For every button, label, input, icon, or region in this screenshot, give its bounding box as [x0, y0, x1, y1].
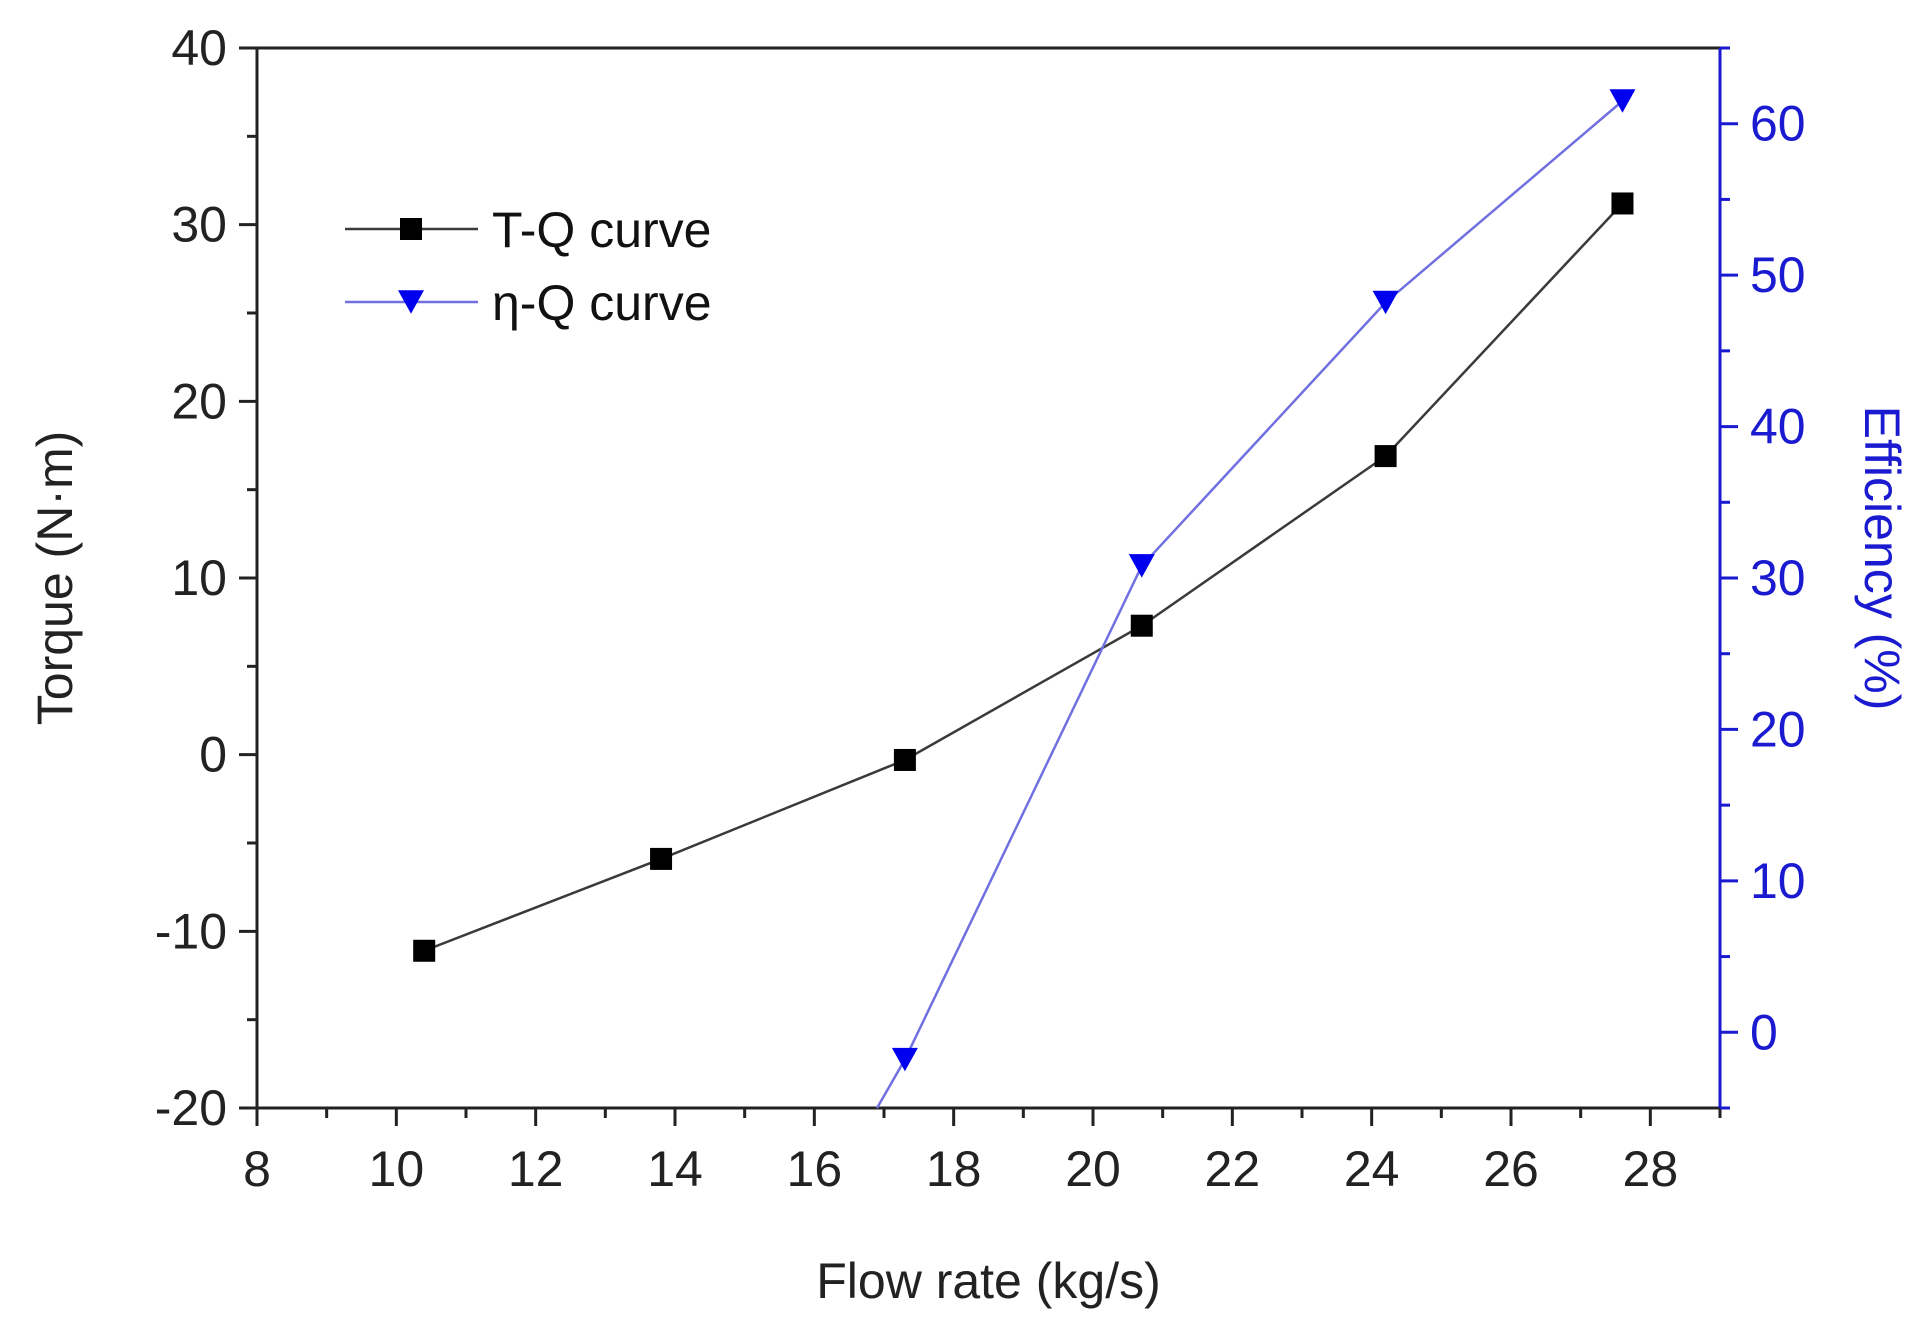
- y-tick-label: -10: [155, 903, 227, 959]
- x-tick-label: 10: [369, 1141, 425, 1197]
- series-marker-square: [1611, 192, 1634, 215]
- series-line-0: [423, 202, 1624, 952]
- y-axis-title: Torque (N·m): [27, 431, 83, 725]
- legend: T-Q curve η-Q curve: [345, 202, 712, 331]
- series-marker-square: [893, 748, 916, 771]
- series-marker-square: [650, 847, 673, 870]
- series-marker-square: [400, 218, 422, 240]
- y-tick-label: 20: [171, 373, 227, 429]
- legend-label: η-Q curve: [492, 275, 712, 331]
- series-group: [413, 89, 1636, 1109]
- series-marker-square: [413, 939, 436, 962]
- y-tick-label: 40: [171, 20, 227, 76]
- x-tick-label: 14: [647, 1141, 703, 1197]
- x-axis-title: Flow rate (kg/s): [816, 1253, 1161, 1309]
- x-tick-label: 24: [1344, 1141, 1400, 1197]
- series-marker-triangle: [1609, 89, 1636, 113]
- series-line-1: [875, 100, 1624, 1109]
- series-marker-square: [1130, 614, 1153, 637]
- y2-tick-label: 0: [1750, 1004, 1778, 1060]
- y2-axis-title: Efficiency (%): [1854, 406, 1910, 711]
- y-tick-label: 0: [199, 727, 227, 783]
- series-marker-triangle: [1128, 554, 1155, 578]
- y2-tick-label: 30: [1750, 550, 1806, 606]
- x-tick-label: 26: [1483, 1141, 1539, 1197]
- y2-tick-label: 40: [1750, 399, 1806, 455]
- x-tick-label: 12: [508, 1141, 564, 1197]
- series-marker-square: [1374, 445, 1397, 468]
- x-tick-label: 16: [787, 1141, 843, 1197]
- x-tick-label: 8: [243, 1141, 271, 1197]
- y-tick-label: 10: [171, 550, 227, 606]
- x-tick-label: 22: [1205, 1141, 1261, 1197]
- axes-group: 8 10 12 14 16 18 20 22 24 26 28 -20 -10 0 10 20 30 40 0 10 2…: [27, 20, 1910, 1309]
- y2-tick-label: 10: [1750, 853, 1806, 909]
- x-tick-label: 18: [926, 1141, 982, 1197]
- x-tick-label: 28: [1623, 1141, 1679, 1197]
- series-marker-triangle: [891, 1047, 918, 1072]
- legend-label: T-Q curve: [492, 202, 711, 258]
- series-marker-triangle: [398, 290, 424, 314]
- x-tick-label: 20: [1065, 1141, 1121, 1197]
- y2-tick-label: 60: [1750, 96, 1806, 152]
- y-tick-label: -20: [155, 1080, 227, 1136]
- y-tick-label: 30: [171, 197, 227, 253]
- y2-tick-label: 20: [1750, 701, 1806, 757]
- y2-tick-label: 50: [1750, 247, 1806, 303]
- series-marker-triangle: [1372, 290, 1399, 315]
